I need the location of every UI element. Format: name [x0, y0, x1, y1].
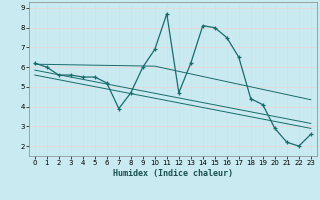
X-axis label: Humidex (Indice chaleur): Humidex (Indice chaleur) [113, 169, 233, 178]
